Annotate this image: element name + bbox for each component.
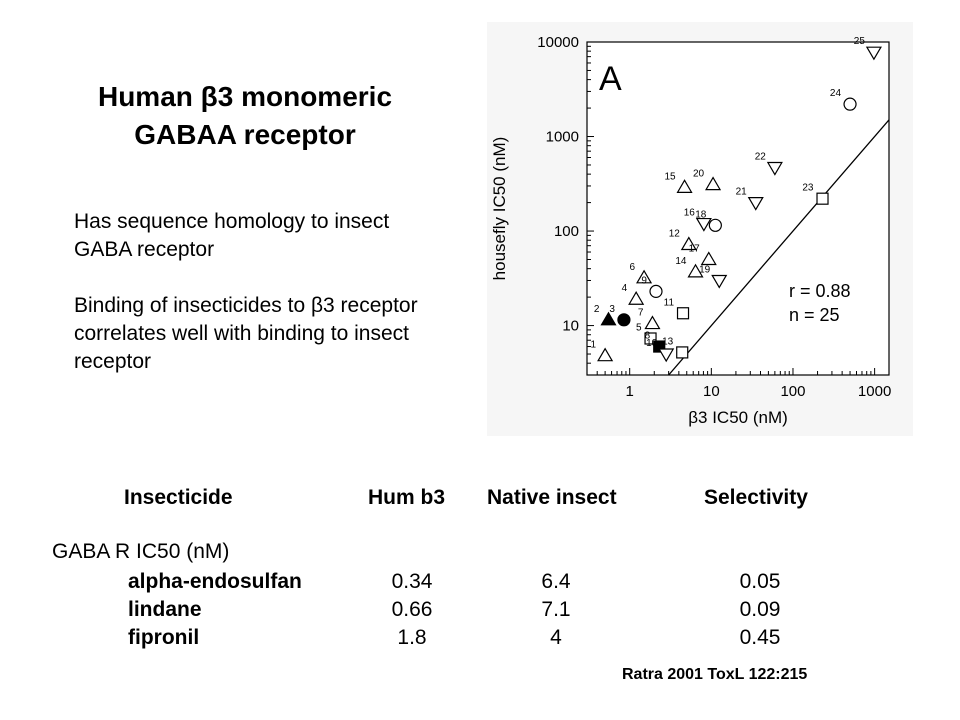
data-point	[658, 348, 675, 363]
data-point	[644, 315, 661, 330]
data-point	[843, 97, 857, 111]
y-axis-label: housefly IC50 (nM)	[490, 137, 509, 281]
point-label: 2	[594, 304, 600, 315]
data-point	[865, 46, 882, 61]
row-name: lindane	[128, 598, 202, 621]
stats-text: r = 0.88	[789, 281, 851, 301]
data-point	[644, 332, 657, 345]
y-tick-label: 10	[562, 318, 579, 335]
data-point	[711, 274, 728, 289]
point-label: 14	[675, 256, 687, 267]
data-point	[700, 251, 717, 266]
point-label: 21	[736, 187, 748, 198]
point-label: 6	[630, 262, 636, 273]
point-label: 10	[646, 338, 658, 349]
row-selectivity-value: 0.09	[739, 598, 781, 621]
x-tick-label: 1000	[858, 383, 891, 400]
point-label: 15	[664, 171, 676, 182]
data-point	[600, 311, 617, 326]
row-hum-value: 0.34	[391, 570, 433, 593]
data-point	[636, 269, 653, 284]
row-selectivity-value: 0.05	[739, 570, 781, 593]
point-label: 1	[591, 340, 597, 351]
scatter-chart: 1 10 100 1000 10 100 1000 10000 β3 IC50 (nM) hous…	[487, 22, 913, 436]
row-hum-value: 1.8	[397, 626, 427, 649]
stats-text: n = 25	[789, 305, 840, 325]
header-selectivity: Selectivity	[704, 486, 808, 509]
row-hum-value: 0.66	[391, 598, 433, 621]
row-insect-value: 6.4	[541, 570, 571, 593]
header-insecticide: Insecticide	[124, 486, 233, 509]
point-label: 25	[854, 36, 866, 47]
x-tick-label: 10	[703, 383, 720, 400]
point-label: 11	[664, 297, 675, 308]
citation: Ratra 2001 ToxL 122:215	[622, 666, 808, 683]
data-point	[597, 347, 614, 362]
header-hum-b3: Hum b3	[368, 486, 446, 509]
slide-title: Human β3 monomeric GABAA receptor	[60, 78, 430, 154]
data-point	[680, 236, 697, 251]
ic50-table: Insecticide Hum b3 Native insect Selecti…	[0, 480, 960, 660]
y-tick-label: 100	[554, 223, 579, 240]
bullet-homology: Has sequence homology to insect GABA rec…	[74, 210, 390, 261]
x-tick-label: 100	[780, 383, 805, 400]
point-label: 24	[830, 88, 842, 99]
row-name: fipronil	[128, 626, 200, 649]
point-label: 12	[669, 229, 681, 240]
point-label: 9	[641, 275, 647, 286]
data-point	[628, 291, 645, 305]
data-point	[676, 179, 693, 193]
x-tick-label: 1	[626, 383, 634, 400]
scatter-figure: 1 10 100 1000 10 100 1000 10000 β3 IC50 (nM) hous…	[487, 22, 913, 436]
y-tick-label: 10000	[537, 34, 579, 51]
point-label: 23	[802, 183, 814, 194]
data-point	[747, 196, 764, 211]
header-native-insect: Native insect	[487, 486, 617, 509]
point-label: 13	[662, 336, 674, 347]
row-insect-value: 7.1	[541, 598, 571, 621]
data-point	[649, 284, 663, 298]
row-insect-value: 4	[550, 626, 562, 649]
data-point	[695, 217, 712, 232]
point-label: 19	[699, 264, 711, 275]
row-name: alpha-endosulfan	[128, 570, 302, 593]
bullet-binding: Binding of insecticides to β3 receptor c…	[74, 294, 418, 373]
point-label: 3	[609, 304, 615, 315]
point-label: 17	[689, 244, 701, 255]
data-point	[816, 192, 829, 205]
data-point	[653, 340, 666, 353]
point-label: 20	[693, 169, 705, 180]
data-point	[676, 307, 690, 320]
point-label: 4	[622, 283, 628, 294]
point-label: 7	[638, 308, 644, 319]
panel-label: A	[599, 60, 622, 98]
point-label: 5	[636, 322, 642, 333]
data-point	[687, 263, 704, 278]
plot-frame	[586, 41, 890, 376]
title-line-1: Human β3 monomeric	[97, 81, 393, 112]
regression-line	[668, 118, 889, 375]
data-point	[676, 346, 689, 359]
y-tick-label: 1000	[546, 129, 579, 146]
x-axis-label: β3 IC50 (nM)	[688, 408, 788, 427]
point-label: 16	[684, 208, 696, 219]
bullet-list: Has sequence homology to insect GABA rec…	[74, 208, 434, 404]
point-label: 22	[755, 152, 767, 163]
point-label: 18	[695, 209, 707, 220]
row-selectivity-value: 0.45	[739, 626, 781, 649]
data-point	[705, 176, 722, 191]
group-label: GABA R IC50 (nM)	[52, 540, 230, 563]
title-line-2: GABAA receptor	[134, 119, 356, 150]
data-point	[708, 218, 722, 232]
data-point	[766, 161, 783, 176]
point-label: 8	[645, 331, 651, 342]
data-point	[617, 313, 631, 327]
